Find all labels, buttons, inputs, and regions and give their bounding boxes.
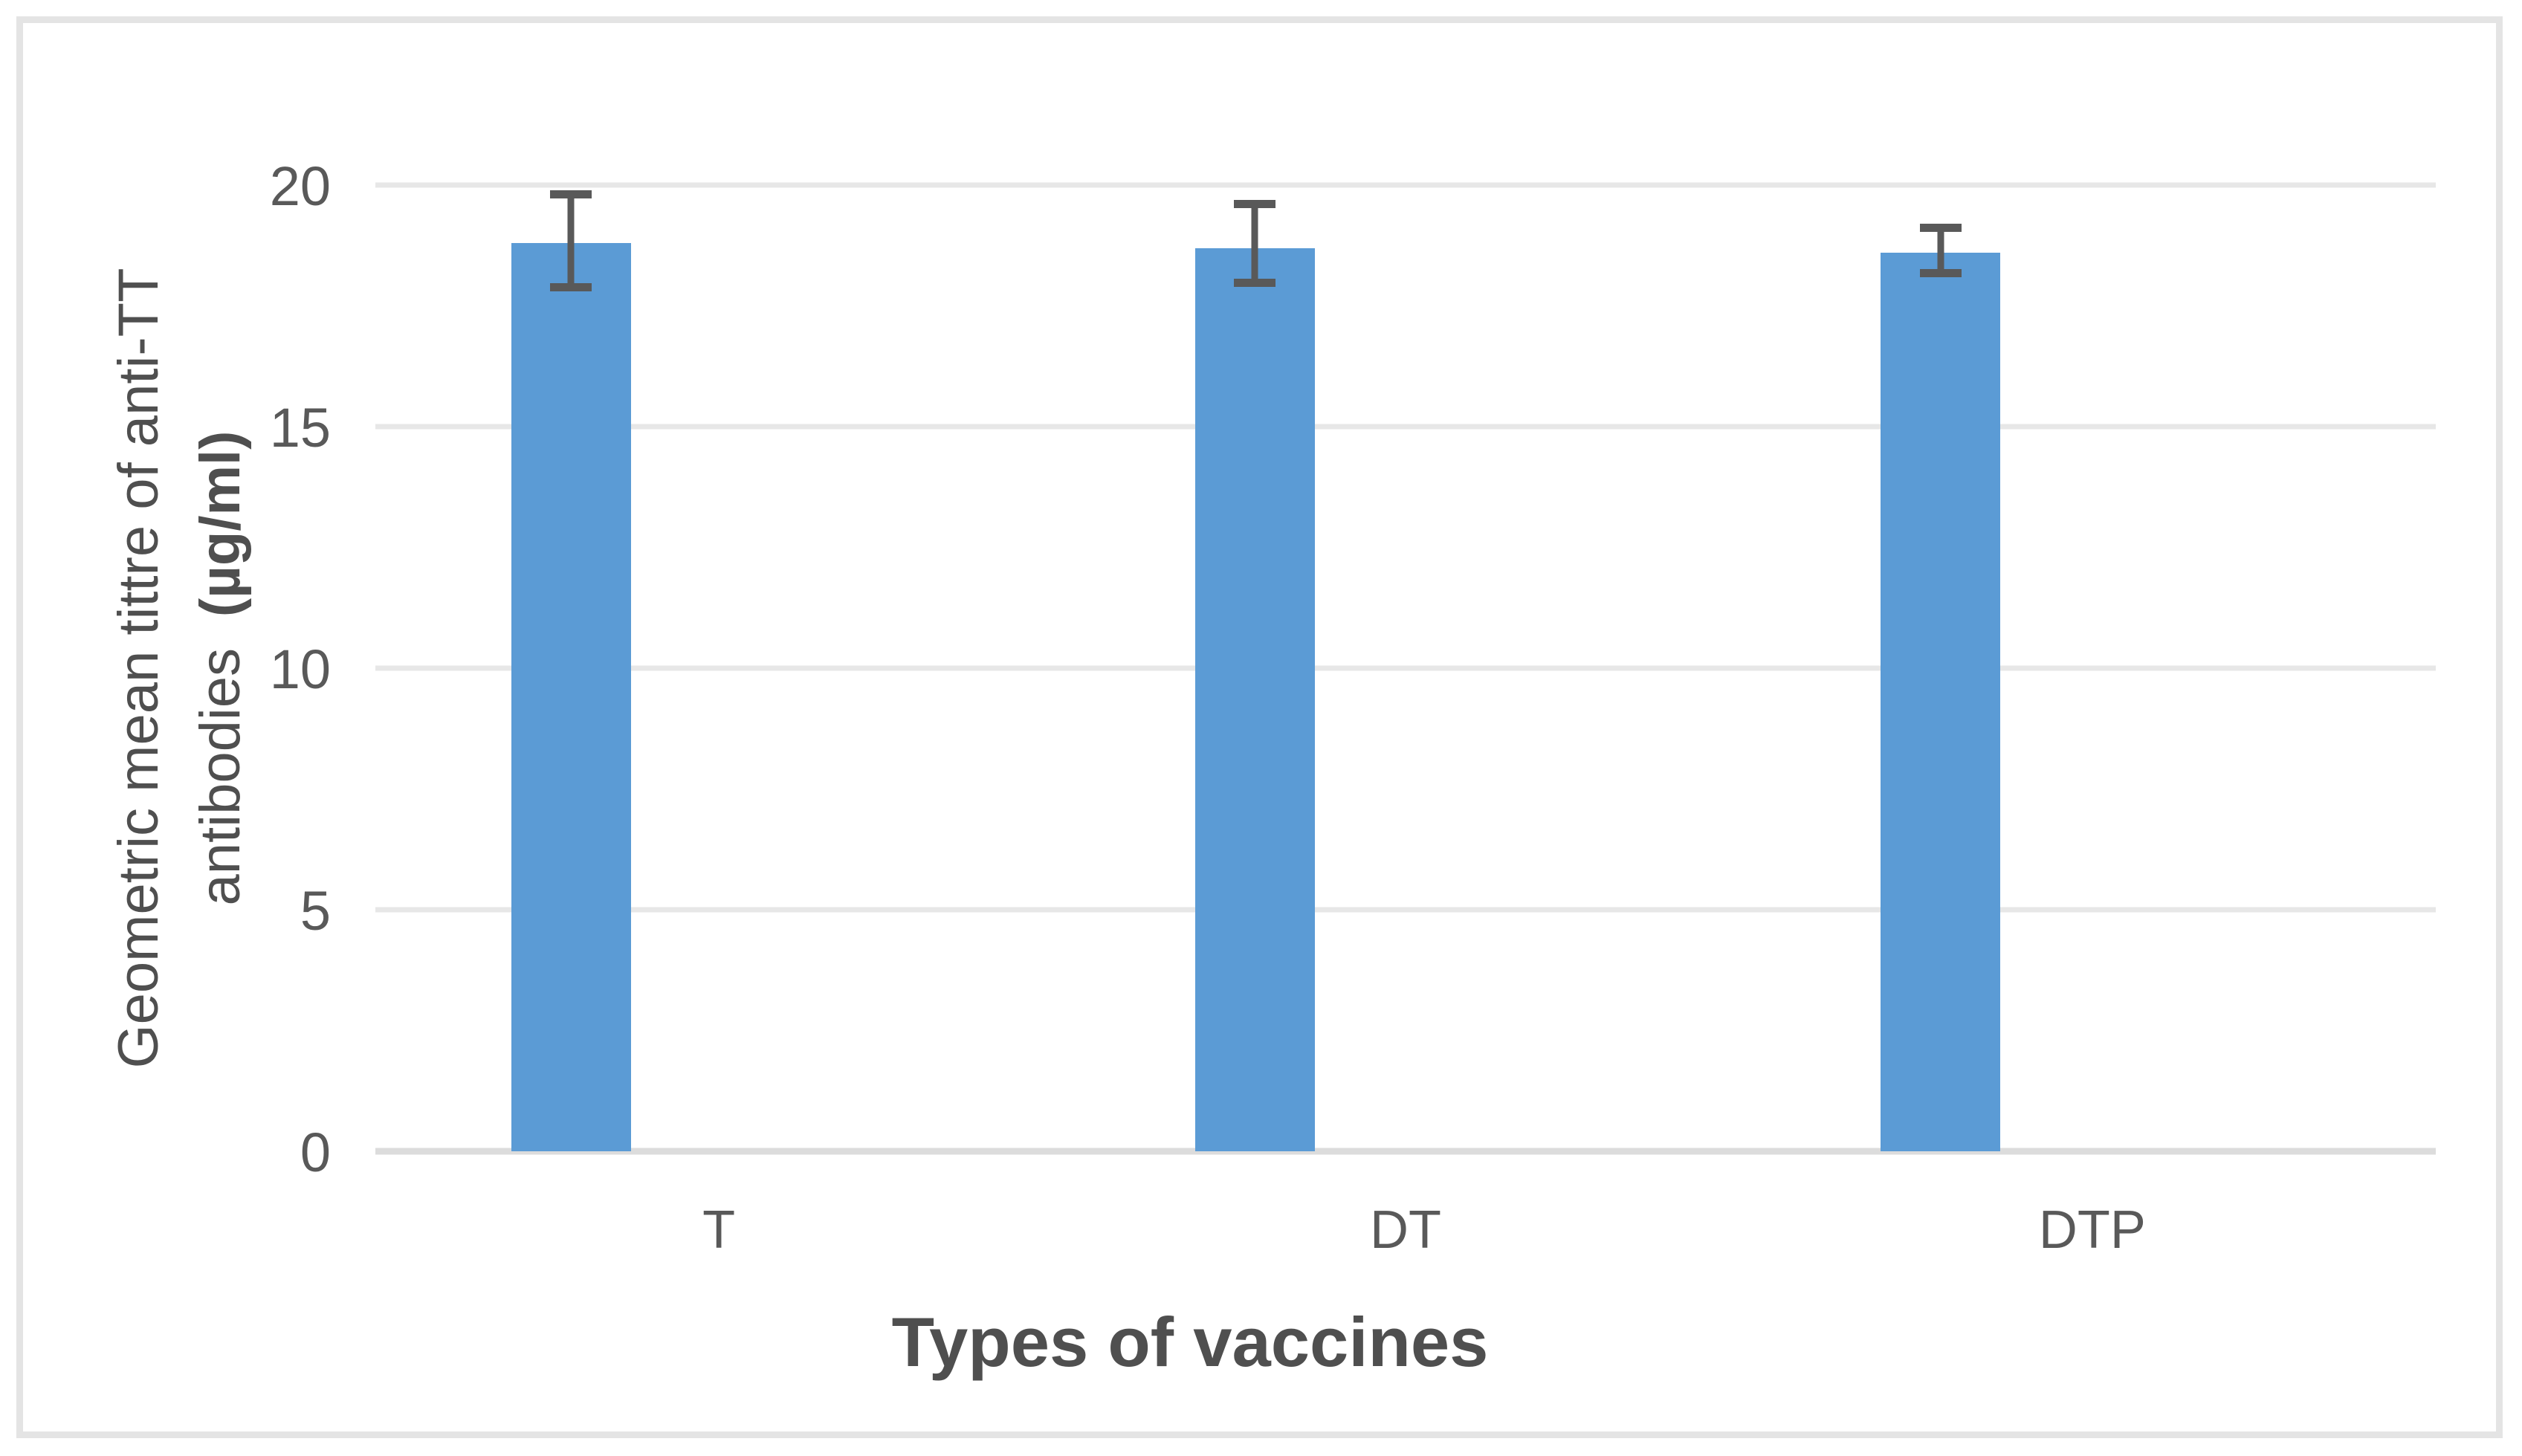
bar-DT <box>1194 247 1315 1151</box>
error-bar-stem <box>1937 224 1944 277</box>
error-bar-cap <box>1919 268 1962 277</box>
y-axis-tick-labels: 20151050 <box>269 155 331 1180</box>
bar-T <box>511 243 631 1151</box>
category-label-T: T <box>702 1200 736 1260</box>
error-bar-cap <box>550 190 592 198</box>
x-axis-title: Types of vaccines <box>891 1303 1489 1381</box>
error-bar-stem <box>1251 199 1258 287</box>
x-axis-line <box>375 1148 2436 1155</box>
error-bar-DTP <box>1919 224 1962 277</box>
error-bar-stem <box>567 190 575 291</box>
y-gridline <box>375 182 2436 188</box>
error-bar-cap <box>1919 224 1962 232</box>
plot-area <box>375 182 2436 1155</box>
error-bar-T <box>550 190 592 291</box>
x-axis-category-labels: T DT DTP <box>375 1200 2436 1266</box>
error-bar-DT <box>1234 199 1276 287</box>
error-bar-cap <box>1234 278 1276 287</box>
y-gridline <box>375 907 2436 913</box>
error-bar-cap <box>550 283 592 291</box>
bar-DTP <box>1881 253 2001 1151</box>
category-label-DT: DT <box>1370 1200 1441 1260</box>
y-gridline <box>375 665 2436 671</box>
category-label-DTP: DTP <box>2038 1200 2146 1260</box>
error-bar-cap <box>1234 199 1276 208</box>
y-gridline <box>375 424 2436 430</box>
